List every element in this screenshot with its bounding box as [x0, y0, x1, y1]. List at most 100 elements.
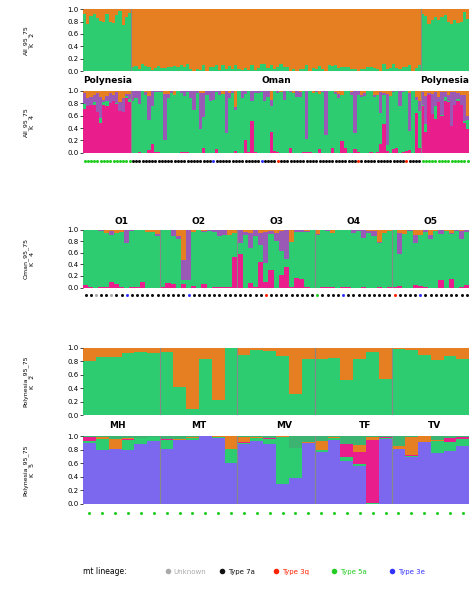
Bar: [124, 229, 129, 243]
Text: O3: O3: [269, 217, 283, 226]
Bar: [276, 437, 289, 484]
Bar: [466, 129, 469, 153]
Bar: [125, 91, 128, 94]
Bar: [135, 9, 137, 66]
Bar: [315, 436, 328, 442]
Bar: [186, 9, 189, 65]
Bar: [228, 65, 231, 71]
Bar: [392, 91, 395, 92]
Bar: [199, 70, 202, 71]
Bar: [334, 94, 337, 152]
Bar: [444, 231, 449, 287]
Bar: [99, 123, 102, 153]
Bar: [257, 93, 260, 153]
Bar: [118, 111, 121, 153]
Bar: [459, 239, 464, 287]
Bar: [96, 112, 99, 153]
Bar: [96, 450, 109, 503]
Bar: [176, 91, 180, 152]
Bar: [237, 91, 241, 152]
Bar: [418, 436, 431, 442]
Bar: [263, 436, 276, 438]
Bar: [171, 230, 176, 236]
Bar: [164, 140, 167, 152]
Bar: [340, 348, 353, 379]
Bar: [315, 452, 328, 503]
Bar: [428, 24, 430, 71]
Bar: [176, 229, 181, 236]
Bar: [237, 348, 250, 354]
Bar: [344, 92, 347, 148]
Bar: [356, 152, 360, 153]
Y-axis label: Polynesia_95_75
K   2: Polynesia_95_75 K 2: [23, 356, 35, 407]
Bar: [437, 102, 440, 153]
Bar: [221, 91, 225, 95]
Bar: [114, 284, 119, 287]
Bar: [250, 348, 263, 350]
Bar: [258, 245, 263, 262]
Bar: [199, 93, 202, 129]
Bar: [131, 9, 135, 66]
Bar: [244, 91, 247, 94]
Bar: [119, 229, 124, 232]
Bar: [212, 9, 215, 67]
Bar: [231, 91, 234, 93]
Bar: [456, 9, 460, 23]
Bar: [299, 97, 302, 153]
Bar: [164, 94, 167, 140]
Bar: [250, 350, 263, 415]
Bar: [360, 9, 363, 69]
Bar: [353, 91, 356, 133]
Bar: [160, 230, 165, 287]
Bar: [199, 436, 212, 503]
Bar: [328, 65, 331, 71]
Bar: [157, 92, 160, 152]
Text: Polynesia: Polynesia: [419, 76, 469, 85]
Bar: [93, 230, 99, 287]
Bar: [176, 66, 180, 71]
Bar: [212, 91, 215, 99]
Bar: [250, 91, 254, 101]
Bar: [440, 91, 444, 92]
Bar: [201, 232, 207, 284]
Bar: [263, 351, 276, 415]
Bar: [444, 9, 447, 15]
Bar: [176, 239, 181, 287]
Bar: [415, 9, 418, 68]
Bar: [463, 95, 466, 121]
Bar: [444, 356, 456, 415]
Bar: [447, 91, 450, 95]
Bar: [438, 234, 444, 280]
Bar: [232, 257, 237, 287]
Bar: [231, 93, 234, 153]
Bar: [337, 98, 340, 153]
Bar: [109, 22, 112, 71]
Bar: [415, 100, 418, 113]
Bar: [186, 348, 199, 409]
Bar: [438, 229, 444, 234]
Bar: [244, 68, 247, 71]
Bar: [350, 70, 353, 71]
Bar: [283, 91, 286, 100]
Bar: [405, 350, 418, 415]
Bar: [155, 236, 160, 287]
Bar: [360, 69, 363, 71]
Bar: [157, 152, 160, 153]
Bar: [315, 69, 318, 71]
Bar: [382, 229, 387, 232]
Bar: [237, 230, 243, 243]
Bar: [186, 92, 189, 152]
Bar: [205, 9, 209, 71]
Bar: [215, 9, 218, 65]
Bar: [115, 15, 118, 71]
Bar: [421, 9, 424, 15]
Bar: [315, 91, 318, 93]
Bar: [369, 91, 373, 152]
Bar: [106, 14, 109, 71]
Bar: [376, 243, 382, 287]
Bar: [294, 232, 299, 278]
Bar: [402, 234, 408, 287]
Bar: [289, 394, 302, 415]
Bar: [328, 440, 340, 503]
Bar: [418, 234, 423, 286]
